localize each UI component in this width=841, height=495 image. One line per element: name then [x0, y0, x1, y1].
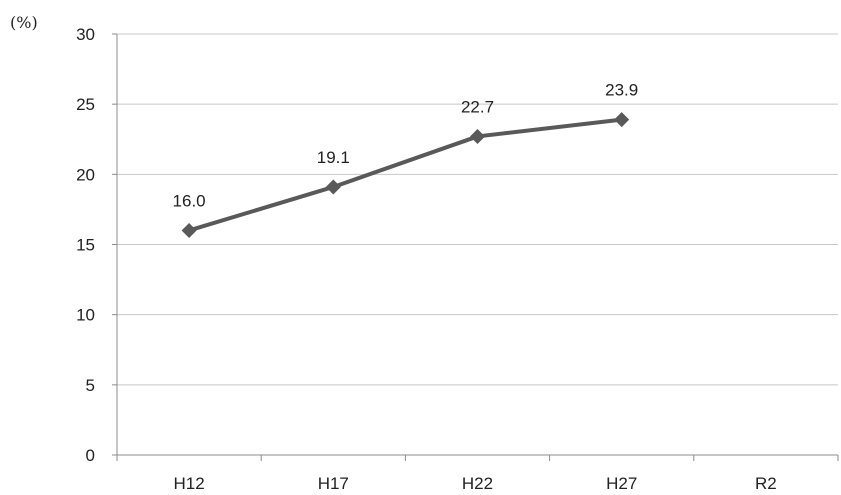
y-tick-label: 10: [76, 306, 95, 325]
series-line: [187, 117, 624, 233]
data-label-H22: 22.7: [461, 97, 494, 116]
y-tick-labels: 0 5 10 15 20 25 30: [76, 25, 95, 465]
x-tick-label-H22: H22: [462, 474, 493, 493]
data-point-H17: [325, 179, 341, 195]
y-axis-unit-label: (%): [10, 13, 38, 32]
series-layer: [181, 112, 630, 238]
x-tick-labels: H12 H17 H22 H27 R2: [174, 474, 777, 493]
x-tick-label-H12: H12: [174, 474, 205, 493]
y-tick-label: 25: [76, 95, 95, 114]
data-point-H27: [614, 112, 630, 128]
data-labels: 16.0 19.1 22.7 23.9: [173, 81, 639, 211]
y-tick-label: 0: [86, 446, 95, 465]
y-tick-label: 15: [76, 236, 95, 255]
data-point-H12: [181, 222, 197, 238]
x-tick-label-H27: H27: [606, 474, 637, 493]
axes: [112, 33, 839, 461]
y-tick-label: 20: [76, 165, 95, 184]
y-tick-label: 30: [76, 25, 95, 44]
data-label-H17: 19.1: [317, 148, 350, 167]
data-point-H22: [470, 128, 485, 144]
x-tick-label-R2: R2: [755, 474, 777, 493]
y-tick-label: 5: [86, 376, 95, 395]
data-label-H12: 16.0: [173, 191, 206, 210]
gridlines: [117, 33, 838, 386]
data-label-H27: 23.9: [605, 81, 638, 100]
x-tick-label-H17: H17: [318, 474, 349, 493]
